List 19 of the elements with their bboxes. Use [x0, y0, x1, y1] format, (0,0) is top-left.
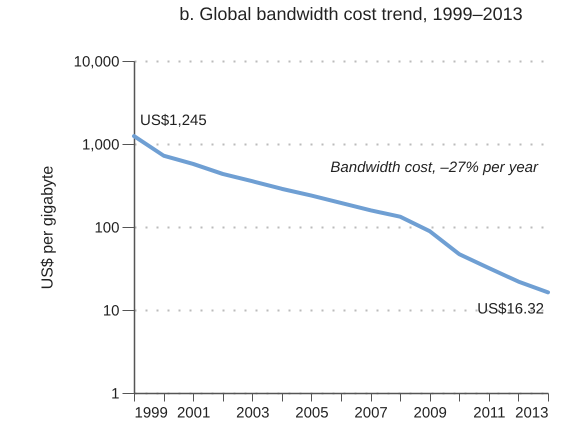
x-tick-label: 2009 — [414, 404, 447, 422]
y-tick-label: 1 — [111, 386, 120, 402]
x-tick-label: 2005 — [295, 404, 329, 422]
y-axis-title: US$ per gigabyte — [40, 166, 57, 290]
x-tick-label: 2003 — [236, 404, 270, 422]
x-tick-label: 1999 — [134, 404, 168, 422]
x-tick-label: 2013 — [515, 404, 548, 422]
y-tick-label: 100 — [94, 220, 120, 236]
x-tick-label: 2011 — [473, 404, 506, 422]
y-tick-label: 10,000 — [74, 54, 120, 70]
y-tick-label: 10 — [102, 302, 120, 320]
x-tick-label: 2001 — [176, 404, 210, 422]
series-label: Bandwidth cost, –27% per year — [330, 159, 539, 176]
y-tick-label: 1,000 — [82, 136, 120, 154]
annotation: US$1,245 — [140, 112, 207, 130]
chart-title: b. Global bandwidth cost trend, 1999–2013 — [179, 4, 523, 24]
line-series — [132, 134, 550, 294]
annotation: US$16.32 — [477, 300, 544, 318]
x-tick-label: 2007 — [354, 404, 388, 422]
